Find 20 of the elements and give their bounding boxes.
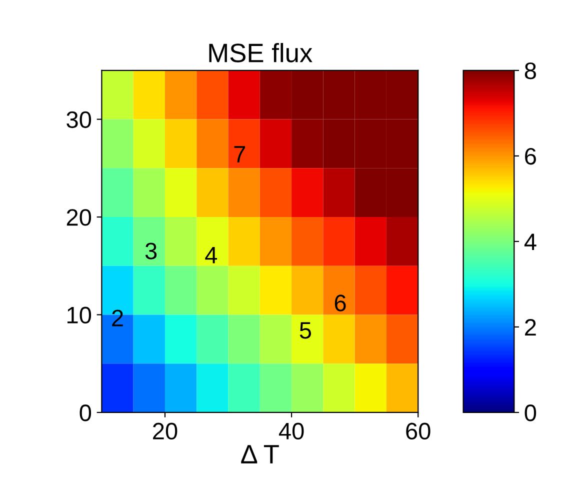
y-tick-label: 20 xyxy=(66,209,92,226)
color-bar-label: 0 xyxy=(524,404,536,422)
annotation: 7 xyxy=(234,146,246,162)
annotation: 6 xyxy=(334,294,346,312)
x-tick-label: 20 xyxy=(153,422,178,440)
y-tick-label: 30 xyxy=(66,111,92,128)
color-bar-label: 8 xyxy=(524,62,536,80)
x-tick-label: 60 xyxy=(406,422,430,440)
chart-title: MSE flux xyxy=(209,42,312,62)
annotation: 4 xyxy=(205,247,218,264)
annotation: 2 xyxy=(112,310,123,326)
color-bar-label: 6 xyxy=(525,148,536,165)
color-bar-label: 2 xyxy=(525,319,536,336)
y-tick-label: 0 xyxy=(80,404,92,422)
annotation: 3 xyxy=(145,242,157,260)
y-tick-label: 10 xyxy=(68,306,92,324)
color-bar-label: 4 xyxy=(524,234,536,250)
annotation: 5 xyxy=(300,322,312,339)
x-axis-title: Δ T xyxy=(241,445,279,464)
x-tick-label: 40 xyxy=(278,422,304,440)
